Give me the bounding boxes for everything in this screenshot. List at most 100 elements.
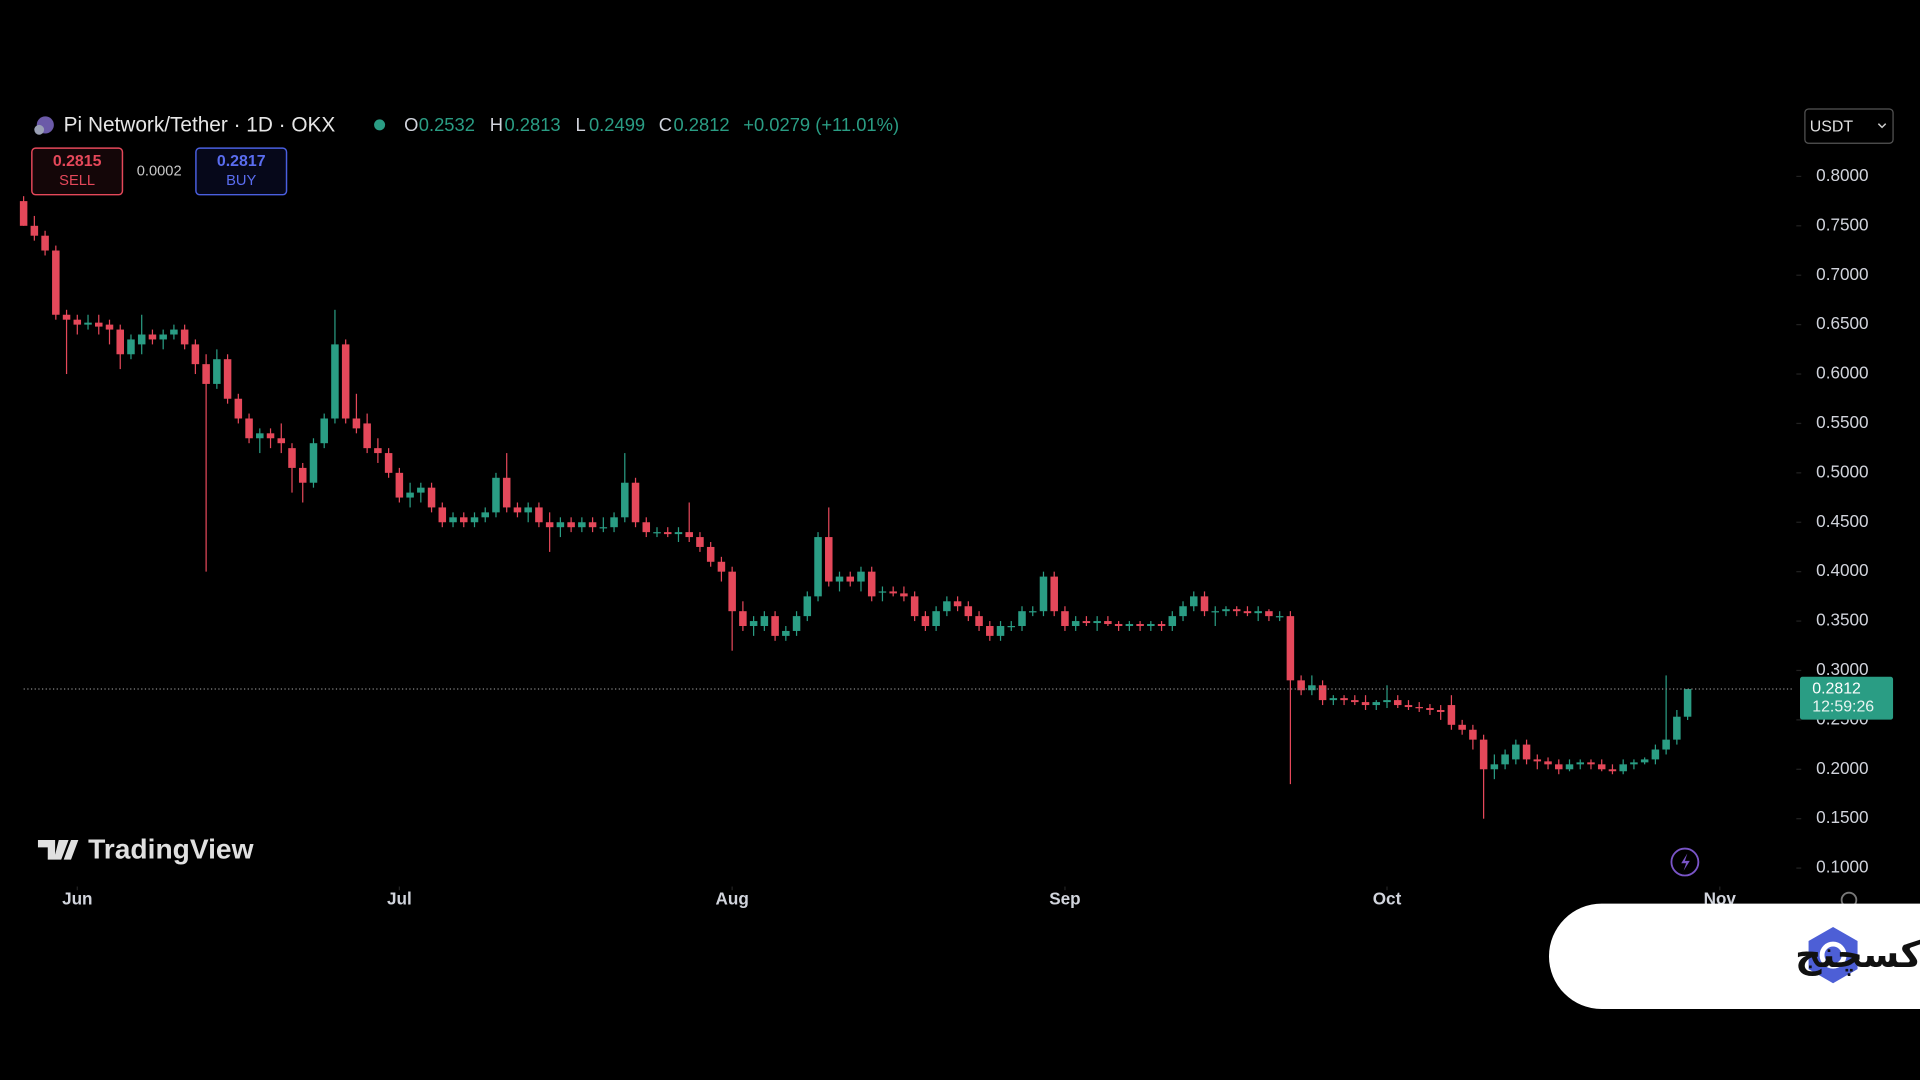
candle-body bbox=[674, 532, 683, 535]
candle-body bbox=[1404, 705, 1413, 708]
sell-button[interactable] bbox=[31, 147, 124, 196]
candle-body bbox=[1383, 700, 1391, 703]
candle-body bbox=[460, 517, 468, 523]
candle-body bbox=[95, 322, 103, 327]
candle-body bbox=[1361, 702, 1370, 706]
candle-body bbox=[1071, 621, 1080, 627]
candle-body bbox=[825, 537, 833, 582]
buy-label: BUY bbox=[226, 173, 256, 189]
tradingview-logo bbox=[37, 840, 79, 860]
candle-body bbox=[1512, 744, 1520, 760]
candle-body bbox=[288, 448, 296, 468]
candle-body bbox=[1393, 700, 1402, 706]
candle-body bbox=[320, 418, 328, 444]
candle-body bbox=[653, 532, 661, 534]
candle-body bbox=[1200, 596, 1209, 612]
candle-body bbox=[148, 334, 157, 340]
candle-body bbox=[84, 322, 92, 325]
candle-body bbox=[1232, 609, 1241, 612]
dropdown-chevron bbox=[1877, 123, 1887, 129]
candle-body bbox=[545, 522, 554, 528]
sell-price: 0.2815 bbox=[53, 153, 102, 170]
candle-body bbox=[685, 532, 693, 538]
candle-body bbox=[663, 532, 672, 535]
candle-body bbox=[556, 522, 565, 528]
x-tick-label: Oct bbox=[1373, 889, 1402, 909]
y-tick-label: 0.3000 bbox=[1816, 659, 1868, 679]
candle-body bbox=[706, 546, 715, 562]
candle-body bbox=[19, 201, 28, 226]
candle-body bbox=[1555, 764, 1563, 770]
currency-select[interactable] bbox=[1804, 108, 1894, 144]
candle-body bbox=[1286, 616, 1295, 681]
candle-body bbox=[921, 616, 930, 627]
brand-logo-ring bbox=[1819, 941, 1847, 969]
candle-body bbox=[1318, 685, 1327, 701]
candle-body bbox=[1050, 576, 1058, 612]
candle-body bbox=[953, 601, 962, 607]
candle-body bbox=[1061, 611, 1069, 627]
chart-title: Pi Network/Tether · 1D · OKX bbox=[64, 114, 336, 137]
brand-logo bbox=[1808, 926, 1858, 984]
candle-body bbox=[1243, 611, 1252, 614]
brand-name: اوکی اکسچنج bbox=[1795, 933, 1920, 976]
y-tick-label: 0.5000 bbox=[1816, 461, 1868, 481]
x-tick-label: Sep bbox=[1049, 889, 1080, 909]
ohlc-label: C bbox=[659, 114, 672, 135]
candle-body bbox=[889, 591, 897, 594]
y-tick-label: 0.4000 bbox=[1816, 560, 1868, 580]
candle-body bbox=[814, 537, 822, 597]
buy-button[interactable] bbox=[195, 147, 288, 196]
candle-body bbox=[1147, 624, 1155, 627]
candle-body bbox=[792, 616, 801, 631]
lightning-button[interactable] bbox=[1670, 847, 1700, 877]
candle-body bbox=[846, 576, 854, 582]
candle-body bbox=[1447, 705, 1456, 725]
candle-body bbox=[223, 359, 232, 399]
candle-body bbox=[1501, 754, 1509, 765]
candle-body bbox=[943, 601, 951, 612]
candle-body bbox=[363, 423, 371, 449]
candle-body bbox=[524, 507, 532, 513]
candle-body bbox=[717, 561, 726, 572]
candle-body bbox=[256, 433, 264, 439]
candle-body bbox=[492, 477, 500, 513]
candle-body bbox=[835, 576, 844, 582]
ohlc-label: L bbox=[576, 114, 586, 135]
status-dot bbox=[374, 119, 386, 131]
y-tick-label: 0.6000 bbox=[1816, 363, 1868, 383]
candle-body bbox=[427, 487, 436, 508]
candle-body bbox=[180, 329, 189, 345]
candle-body bbox=[341, 344, 350, 419]
candle-body bbox=[352, 418, 361, 429]
candle-body bbox=[30, 225, 39, 236]
candle-body bbox=[105, 324, 114, 330]
candle-body bbox=[696, 537, 704, 547]
candle-body bbox=[1297, 680, 1305, 691]
candle-body bbox=[728, 571, 736, 612]
candle-body bbox=[406, 492, 414, 498]
candle-body bbox=[1222, 609, 1230, 612]
ohlc-label: O bbox=[404, 114, 418, 135]
candle-body bbox=[1082, 621, 1091, 624]
candle-body bbox=[449, 517, 457, 523]
candle-body bbox=[513, 507, 522, 513]
candle-body bbox=[191, 344, 200, 365]
x-tick-label: Nov bbox=[1704, 889, 1737, 909]
candle-body bbox=[1275, 616, 1284, 618]
candle-body bbox=[1179, 606, 1187, 617]
candle-body bbox=[245, 418, 253, 439]
change: +0.0279 (+11.01%) bbox=[743, 114, 899, 135]
candle-body bbox=[438, 507, 447, 523]
y-tick-label: 0.1000 bbox=[1816, 857, 1868, 877]
y-tick-label: 0.1500 bbox=[1816, 807, 1868, 827]
candle-body bbox=[1597, 764, 1606, 770]
x-tick-label: Jul bbox=[387, 889, 412, 909]
candle-body bbox=[857, 571, 865, 582]
candle-body bbox=[1340, 698, 1348, 701]
candle-body bbox=[1093, 621, 1101, 624]
ohlc-label: H bbox=[490, 114, 503, 135]
candle-body bbox=[803, 596, 812, 617]
candle-body bbox=[1007, 626, 1016, 628]
